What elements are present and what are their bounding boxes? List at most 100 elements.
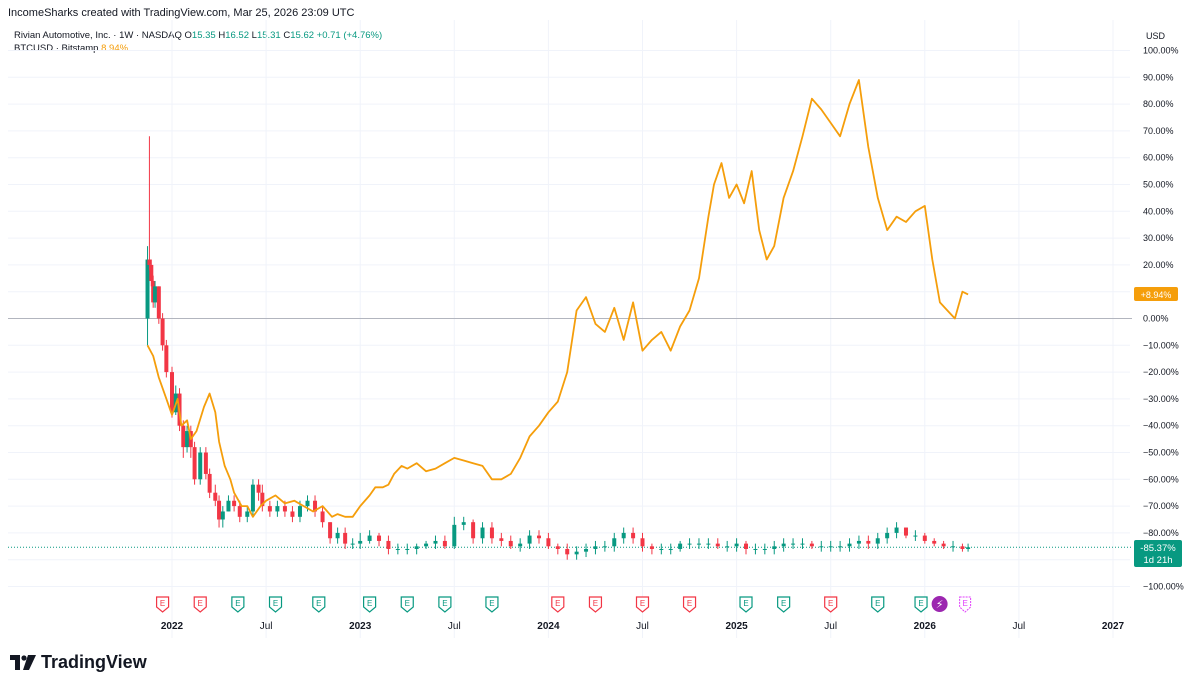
rivn-candle-body [226, 500, 231, 512]
rivn-candle-body [593, 546, 598, 549]
chart-attribution: IncomeSharks created with TradingView.co… [8, 7, 355, 19]
rivn-candle-body [809, 543, 814, 547]
btc-price-badge [1134, 287, 1178, 301]
y-tick-label: 20.00% [1143, 260, 1174, 270]
grid-lines [8, 20, 1130, 638]
btc-series-line [146, 79, 969, 518]
rivn-candle-body [762, 548, 767, 550]
rivn-candle-body [320, 511, 325, 523]
tradingview-brand-name: TradingView [41, 652, 147, 672]
x-axis: 2022 Jul 2023 Jul 2024 Jul 2025 Jul 2026 Jul 2027 [161, 621, 1125, 632]
rivn-candle-body [260, 492, 265, 507]
rivn-candle-body [856, 540, 861, 544]
rivn-candle-body [213, 492, 218, 501]
x-tick-label: 2023 [349, 621, 372, 632]
rivn-candle-body [305, 500, 310, 507]
rivn-candle-body [250, 484, 255, 512]
legend-change-value: +0.71 (+4.76%) [316, 30, 383, 41]
rivn-price-badge-text: -85.37% [1140, 543, 1176, 554]
rivn-candle-body [452, 524, 457, 547]
rivn-candle-body [245, 511, 250, 517]
rivn-candle-body [574, 551, 579, 555]
earnings-marker-icon [682, 596, 697, 613]
rivn-candle-body [951, 546, 956, 548]
rivn-candle-body [678, 543, 683, 549]
y-tick-label: 50.00% [1143, 180, 1174, 190]
legend-low-value: 15.31 [256, 30, 281, 41]
rivn-candle-body [164, 345, 169, 373]
rivn-candle-body [414, 546, 419, 549]
earnings-marker-icon [914, 596, 928, 613]
rivn-candle-body [781, 543, 786, 547]
legend-high-label: H [218, 30, 226, 41]
rivn-candle-body [640, 538, 645, 547]
rivn-candle-body [350, 543, 355, 545]
legend-rivn[interactable]: Rivian Automotive, Inc. · 1W · NASDAQ O1… [14, 30, 382, 41]
rivn-candle-body [480, 527, 485, 539]
y-tick-label: 30.00% [1143, 233, 1174, 243]
x-tick-label: Jul [636, 621, 649, 632]
rivn-candle-body [367, 535, 372, 541]
y-tick-label: 100.00% [1143, 46, 1179, 56]
earnings-marker-icon [485, 596, 499, 613]
rivn-candle-body [696, 543, 701, 545]
rivn-candle-body [753, 548, 758, 550]
rivn-candle-body [819, 546, 824, 548]
rivn-candle-body [536, 535, 541, 539]
rivn-candle-body [313, 500, 318, 512]
tradingview-logo-icon [10, 655, 36, 670]
rivn-candle-body [960, 546, 965, 549]
y-tick-label: 40.00% [1143, 206, 1174, 216]
rivn-candle-body [659, 548, 664, 550]
earnings-label: E [781, 599, 786, 608]
earnings-marker-icon [363, 596, 377, 613]
rivn-candle-body [181, 425, 186, 448]
rivn-candle-body [343, 532, 348, 544]
legend-btc[interactable]: BTCUSD · Bitstamp 8.94% [14, 43, 128, 54]
earnings-marker-icon [635, 596, 650, 613]
rivn-candle-body [687, 543, 692, 545]
earnings-label: E [555, 599, 560, 608]
rivn-candle-body [772, 546, 777, 549]
rivn-candle-body [800, 543, 805, 545]
rivn-candle-body [715, 543, 720, 547]
x-tick-label: 2025 [725, 621, 748, 632]
legend-close-label: C [283, 30, 291, 41]
earnings-upcoming-icon [959, 596, 972, 613]
rivn-candle-body [885, 532, 890, 539]
currency-label[interactable]: USD [1146, 31, 1166, 41]
rivn-candle-body [147, 259, 152, 265]
y-tick-label: −80.00% [1143, 528, 1179, 538]
earnings-marker-icon [193, 596, 207, 613]
rivn-candle-body [377, 535, 382, 541]
earnings-label: E [593, 599, 598, 608]
rivn-candle-body [442, 540, 447, 547]
earnings-events: E E E E E E E E E E E E E E E E E E ⚡ E [155, 596, 972, 613]
legend-open-label: O [184, 30, 192, 41]
x-tick-label: 2022 [161, 621, 184, 632]
earnings-marker-icon [231, 596, 245, 613]
rivn-candle-body [328, 522, 333, 539]
rivn-candle-body [220, 511, 225, 520]
y-tick-label: −100.00% [1143, 582, 1184, 592]
rivn-candle-body [744, 543, 749, 549]
x-tick-label: Jul [260, 621, 273, 632]
rivn-candle-body [875, 538, 880, 544]
earnings-label: E [235, 599, 240, 608]
tradingview-brand[interactable]: TradingView [10, 652, 147, 673]
rivn-candle-body [612, 538, 617, 547]
earnings-marker-icon [312, 596, 326, 613]
rivn-candle-body [192, 447, 197, 480]
x-tick-label: 2024 [537, 621, 560, 632]
rivn-candle-body [203, 452, 208, 474]
rivn-candle-body [546, 538, 551, 547]
earnings-marker-icon [588, 596, 603, 613]
earnings-marker-icon [824, 596, 838, 613]
rivn-candle-body [149, 264, 154, 281]
y-tick-label: −30.00% [1143, 394, 1179, 404]
rivn-candle-body [433, 540, 438, 544]
y-tick-label: −50.00% [1143, 448, 1179, 458]
x-tick-label: Jul [448, 621, 461, 632]
earnings-label: E [687, 599, 692, 608]
